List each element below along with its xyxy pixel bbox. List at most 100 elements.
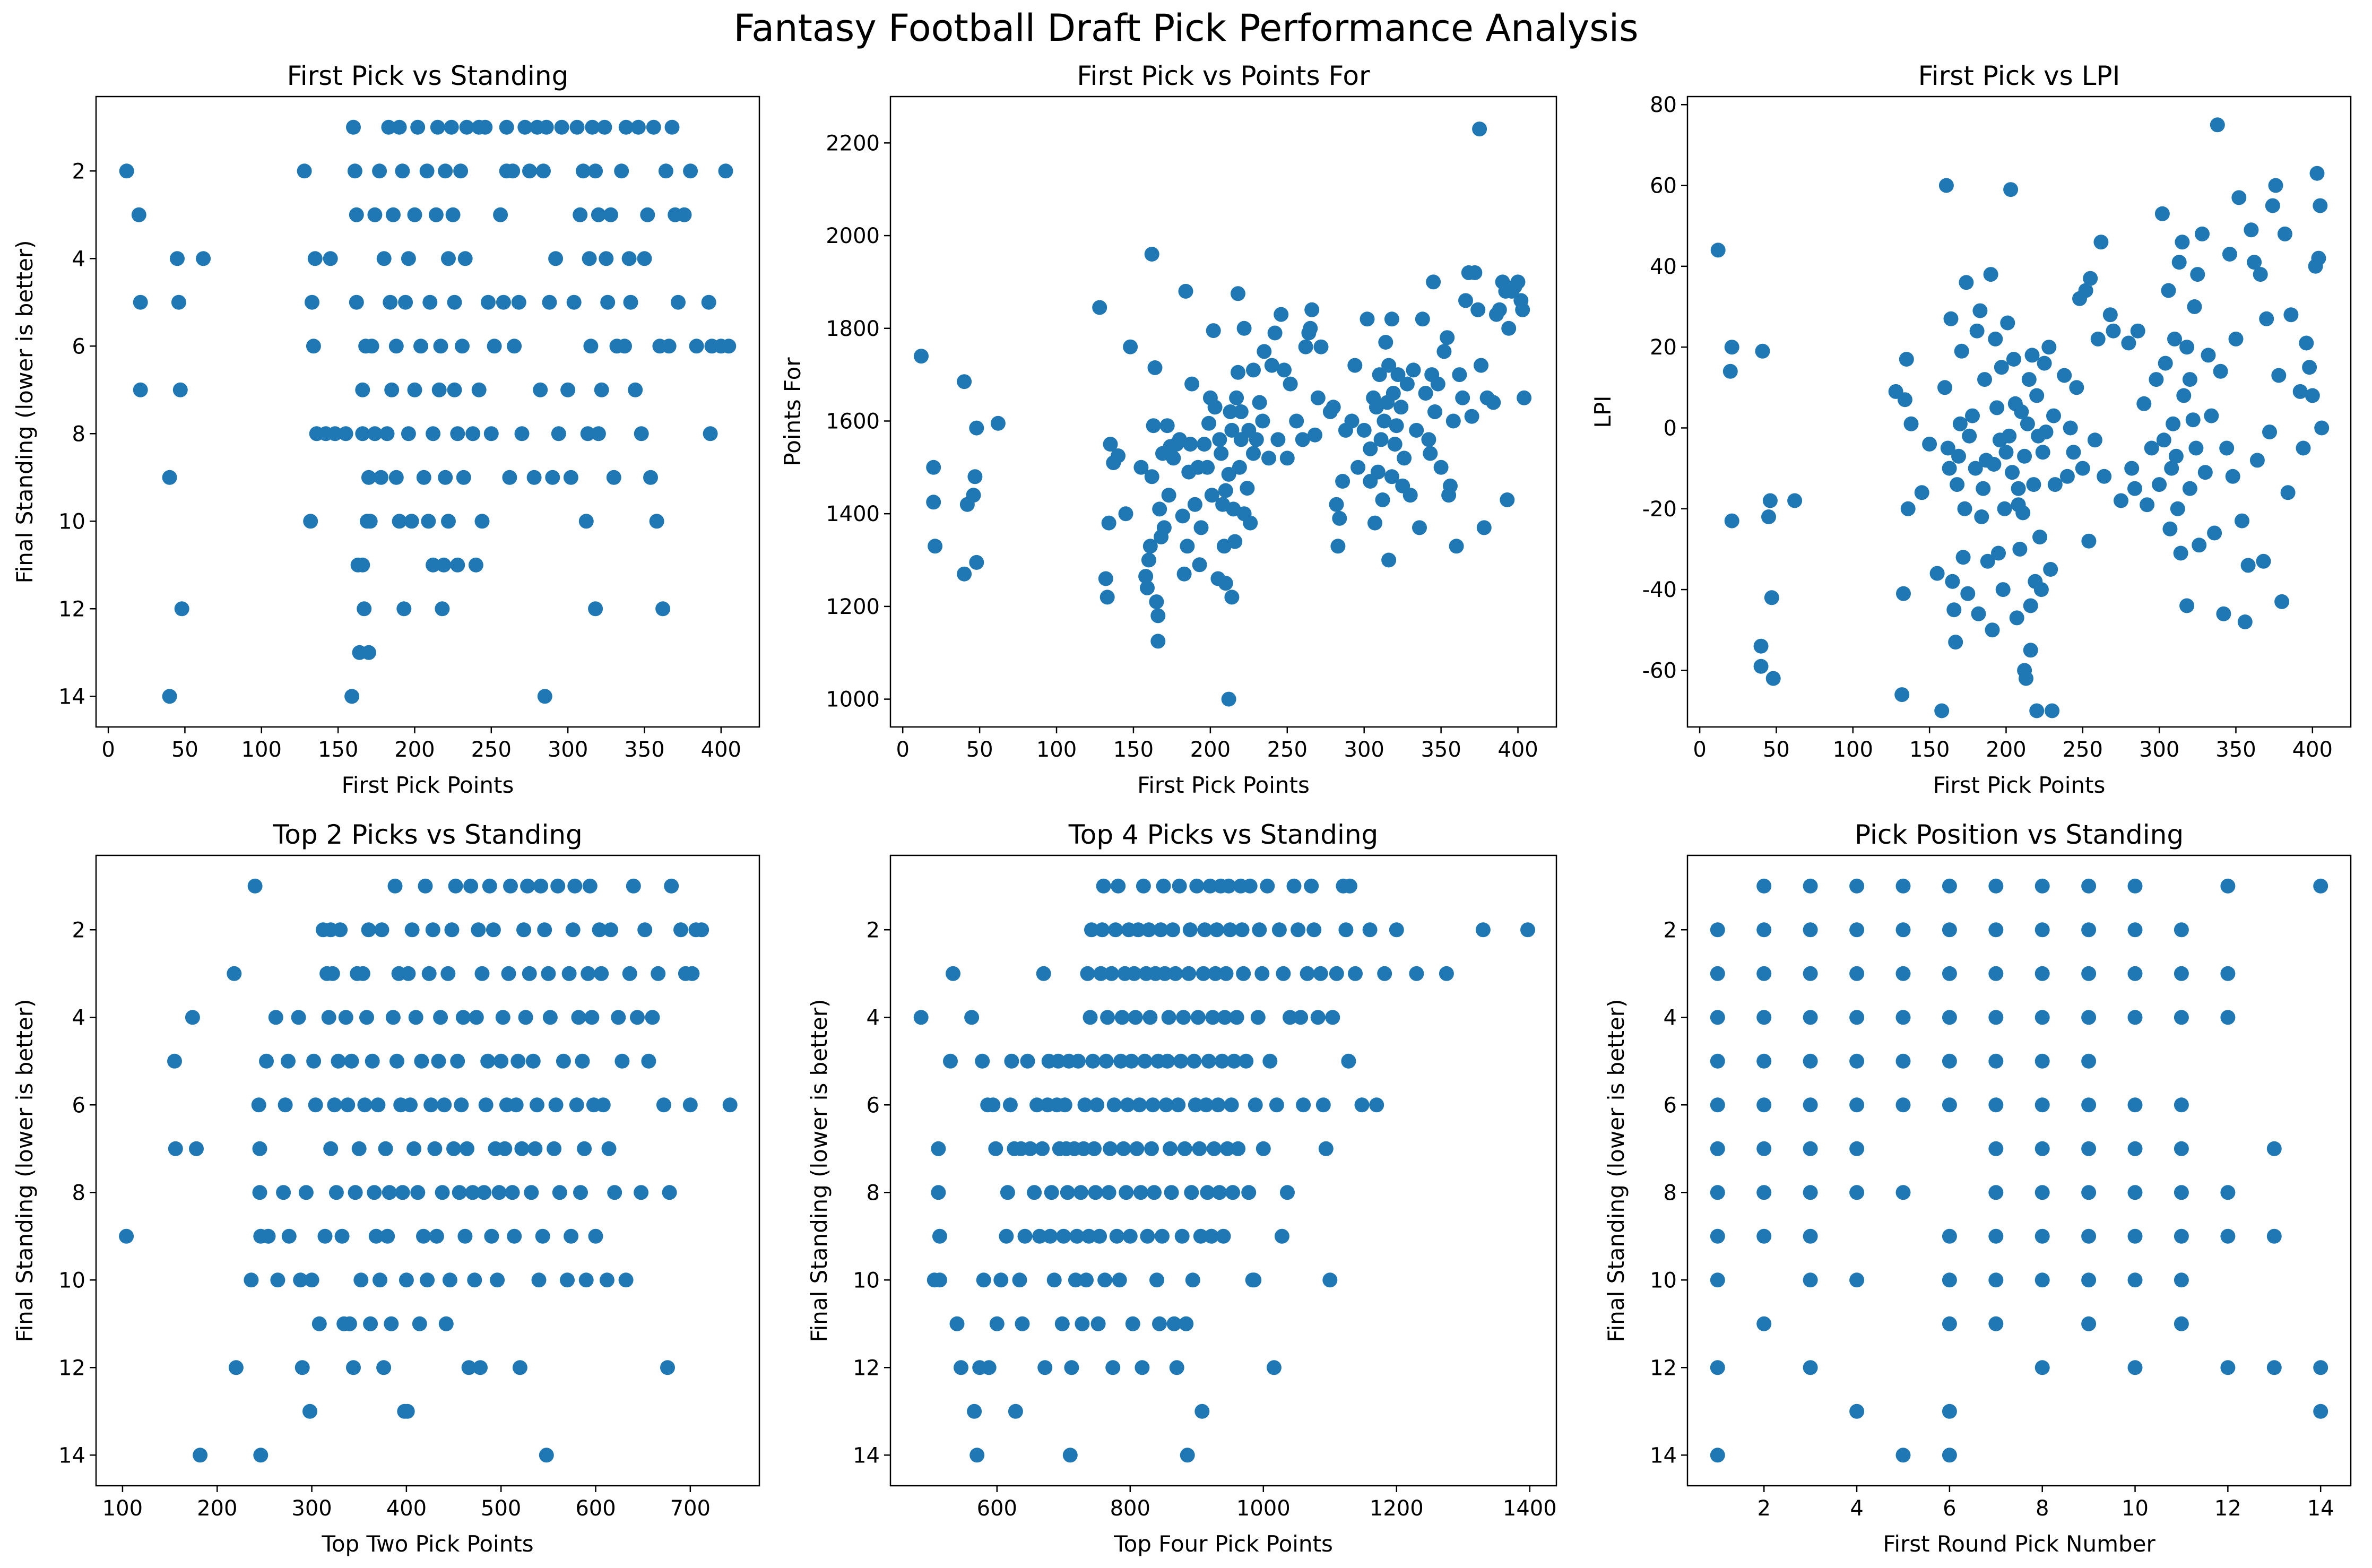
data-point xyxy=(1988,1185,2004,1200)
data-point xyxy=(1381,552,1397,568)
data-point xyxy=(1957,501,1972,516)
data-point xyxy=(1029,1097,1045,1113)
data-point xyxy=(1218,966,1234,981)
x-tick-label: 400 xyxy=(1497,738,1538,762)
data-point xyxy=(1344,413,1360,429)
data-point xyxy=(2313,1360,2328,1375)
data-point xyxy=(1097,1272,1113,1288)
data-point xyxy=(261,1228,276,1244)
data-point xyxy=(1200,1185,1215,1200)
data-point xyxy=(2127,1141,2143,1156)
data-point xyxy=(1945,574,1960,589)
data-point xyxy=(1248,1097,1263,1113)
data-point xyxy=(454,1097,469,1113)
data-point xyxy=(1360,311,1375,327)
data-point xyxy=(1217,1010,1232,1025)
data-point xyxy=(457,1228,473,1244)
data-point xyxy=(578,514,594,529)
data-point xyxy=(437,1097,452,1113)
data-point xyxy=(2313,198,2328,213)
data-point xyxy=(302,1404,317,1419)
data-point xyxy=(2035,966,2050,981)
data-point xyxy=(2083,271,2098,286)
y-tick-label: 14 xyxy=(1650,1443,1677,1468)
data-point xyxy=(1418,386,1433,401)
data-point xyxy=(460,1141,474,1156)
data-point xyxy=(1276,966,1291,981)
data-point xyxy=(2166,416,2181,431)
data-point xyxy=(1942,1448,1957,1463)
data-point xyxy=(361,922,376,938)
data-point xyxy=(2000,315,2015,331)
data-point xyxy=(1165,922,1181,938)
data-point xyxy=(537,689,552,704)
data-point xyxy=(1342,878,1357,894)
data-point xyxy=(2059,469,2075,484)
data-point xyxy=(306,339,321,354)
data-point xyxy=(1089,1097,1105,1113)
data-point xyxy=(2149,372,2164,387)
data-point xyxy=(1348,966,1363,981)
data-point xyxy=(1803,1053,1818,1069)
data-point xyxy=(1190,1010,1206,1025)
data-point xyxy=(303,514,318,529)
data-point xyxy=(701,294,716,310)
data-point xyxy=(606,470,621,485)
data-point xyxy=(355,382,370,397)
data-point xyxy=(291,1010,306,1025)
data-point xyxy=(600,294,616,310)
data-point xyxy=(637,922,653,938)
data-point xyxy=(611,1010,626,1025)
data-point xyxy=(1183,437,1198,452)
data-point xyxy=(1976,481,1991,496)
data-point xyxy=(1147,1185,1162,1200)
data-point xyxy=(323,251,338,266)
data-point xyxy=(388,470,404,485)
data-point xyxy=(362,514,378,529)
data-point xyxy=(646,119,661,135)
data-point xyxy=(2114,493,2128,508)
data-point xyxy=(582,878,598,894)
data-point xyxy=(406,1141,422,1156)
data-point xyxy=(601,1141,617,1156)
data-point xyxy=(2185,412,2201,428)
data-point xyxy=(607,1185,622,1200)
x-tick-label: 2 xyxy=(1758,1496,1771,1521)
data-point xyxy=(539,119,554,135)
data-point xyxy=(438,470,453,485)
data-point xyxy=(954,1360,968,1375)
data-point xyxy=(1095,922,1110,938)
data-point xyxy=(1249,432,1264,447)
data-point xyxy=(1172,878,1187,894)
data-point xyxy=(1373,432,1389,447)
y-tick-label: 0 xyxy=(1664,416,1677,440)
data-point xyxy=(988,1141,1003,1156)
data-point xyxy=(1455,390,1470,405)
data-point xyxy=(1144,1141,1159,1156)
data-point xyxy=(645,1010,660,1025)
data-point xyxy=(1303,320,1318,336)
data-point xyxy=(2204,408,2219,423)
data-point xyxy=(2219,440,2235,456)
data-point xyxy=(943,1053,958,1069)
data-point xyxy=(1145,1097,1161,1113)
data-point xyxy=(2024,348,2040,363)
data-point xyxy=(418,878,433,894)
data-point xyxy=(614,163,629,179)
data-point xyxy=(2228,331,2244,346)
subplot-title: First Pick vs Standing xyxy=(287,60,569,91)
data-point xyxy=(2032,530,2047,545)
data-point xyxy=(1421,432,1436,447)
data-point xyxy=(1274,1228,1289,1244)
scatter-points xyxy=(913,878,1535,1463)
data-point xyxy=(1756,1228,1772,1244)
data-point xyxy=(471,922,486,938)
data-point xyxy=(2174,1272,2189,1288)
data-point xyxy=(507,1228,522,1244)
x-tick-label: 200 xyxy=(1190,738,1231,762)
data-point xyxy=(1710,1448,1725,1463)
data-point xyxy=(2081,1316,2097,1331)
data-point xyxy=(1347,358,1363,373)
data-point xyxy=(1176,566,1192,582)
data-point xyxy=(1313,339,1329,354)
